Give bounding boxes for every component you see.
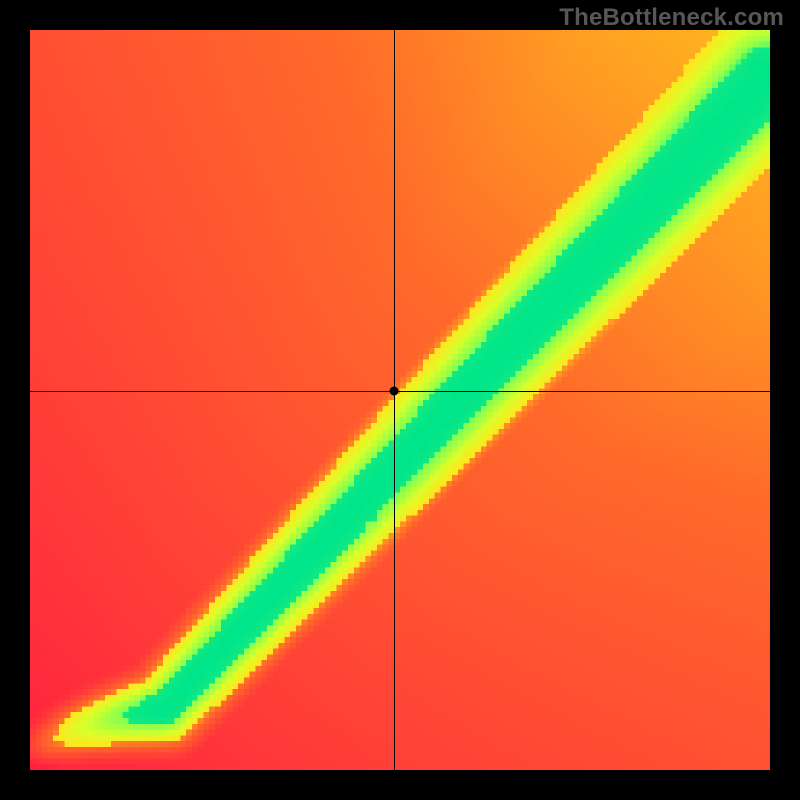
- watermark-text: TheBottleneck.com: [559, 4, 784, 32]
- crosshair-vertical: [394, 30, 395, 770]
- crosshair-horizontal: [30, 391, 770, 392]
- heatmap-plot: [30, 30, 770, 770]
- heatmap-canvas: [30, 30, 770, 770]
- crosshair-marker: [390, 387, 399, 396]
